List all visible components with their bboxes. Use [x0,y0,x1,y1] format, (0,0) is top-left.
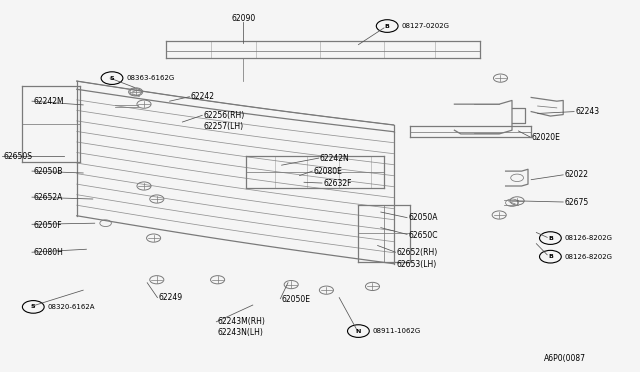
Text: 62243: 62243 [576,107,600,116]
Text: 62243N(LH): 62243N(LH) [218,328,264,337]
Text: S: S [31,304,36,310]
Text: 62242M: 62242M [33,97,64,106]
Text: S: S [109,76,115,81]
Text: 08363-6162G: 08363-6162G [126,75,174,81]
Text: 62020E: 62020E [531,133,560,142]
Text: 62249: 62249 [159,293,183,302]
Text: 62050A: 62050A [408,213,438,222]
Text: 62050F: 62050F [33,221,62,230]
Text: N: N [356,328,361,334]
Text: 08126-8202G: 08126-8202G [564,254,612,260]
Text: 62652A: 62652A [33,193,63,202]
Text: 62090: 62090 [231,14,255,23]
Text: 08911-1062G: 08911-1062G [372,328,420,334]
Text: 62257(LH): 62257(LH) [204,122,244,131]
Text: B: B [385,23,390,29]
Text: 62675: 62675 [564,198,589,207]
Text: 62242N: 62242N [320,154,349,163]
Text: 62050B: 62050B [33,167,63,176]
Text: B: B [548,254,553,259]
Text: 62650C: 62650C [408,231,438,240]
Text: 08127-0202G: 08127-0202G [401,23,449,29]
Text: 62632F: 62632F [323,179,352,188]
Text: 62653(LH): 62653(LH) [397,260,437,269]
Text: 62243M(RH): 62243M(RH) [218,317,266,326]
Text: 62652(RH): 62652(RH) [397,248,438,257]
Text: 62050E: 62050E [282,295,310,304]
Text: 62256(RH): 62256(RH) [204,111,244,120]
Text: 08320-6162A: 08320-6162A [47,304,95,310]
Text: 62650S: 62650S [3,152,32,161]
Text: 08126-8202G: 08126-8202G [564,235,612,241]
Text: A6P0(0087: A6P0(0087 [544,355,586,363]
Text: 62080H: 62080H [33,248,63,257]
Text: 62022: 62022 [564,170,589,179]
Text: B: B [548,235,553,241]
Text: 62242: 62242 [191,92,215,101]
Text: 62080E: 62080E [314,167,342,176]
